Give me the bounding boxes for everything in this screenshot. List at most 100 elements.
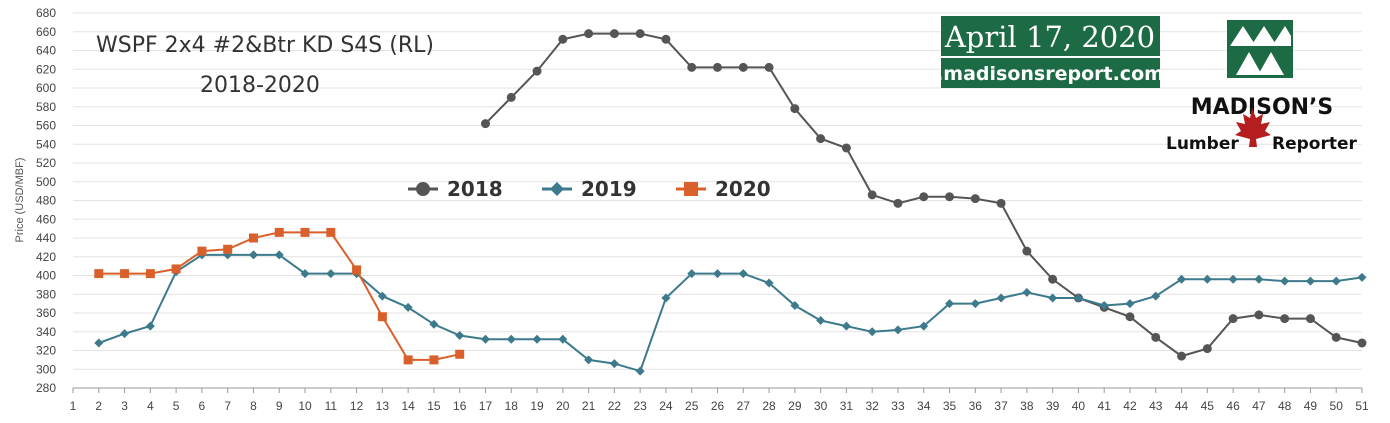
legend-label: 2018 [447, 177, 503, 201]
x-tick-label: 39 [1046, 399, 1060, 413]
data-point-2019 [816, 316, 826, 325]
brand-sub-lumber: Lumber [1166, 134, 1239, 154]
data-point-2018 [867, 190, 877, 200]
legend-item-2020: 2020 [676, 177, 771, 201]
x-tick-label: 22 [608, 399, 622, 413]
data-point-2020 [403, 355, 413, 365]
data-point-2018 [1228, 314, 1238, 324]
data-point-2019 [1151, 291, 1161, 301]
x-tick-label: 29 [788, 399, 802, 413]
x-tick-label: 43 [1149, 399, 1163, 413]
report-date: April 17, 2020 [944, 20, 1155, 54]
x-tick-label: 18 [505, 399, 519, 413]
legend-item-2019: 2019 [542, 177, 637, 201]
data-point-2020 [455, 349, 465, 359]
data-point-2020 [352, 265, 362, 275]
data-point-2018 [584, 29, 594, 39]
data-point-2019 [455, 331, 465, 340]
x-tick-label: 28 [762, 399, 776, 413]
x-tick-label: 3 [121, 399, 128, 413]
data-point-2018 [713, 62, 722, 72]
data-point-2018 [480, 119, 490, 129]
data-point-2018 [1022, 246, 1032, 256]
x-tick-label: 11 [325, 399, 338, 413]
data-point-2018 [661, 34, 671, 44]
data-point-2018 [558, 34, 568, 44]
data-point-2019 [919, 321, 929, 331]
data-point-2019 [532, 334, 542, 344]
x-tick-label: 50 [1330, 399, 1344, 413]
data-point-2019 [377, 291, 387, 301]
madisons-logo-icon [1227, 20, 1293, 78]
x-tick-label: 5 [173, 399, 180, 413]
y-axis-ticks: 280 300 320 340 360 380 400 420 440 460 480 500 520 5… [36, 6, 56, 395]
x-tick-label: 6 [199, 399, 206, 413]
brand-sub-reporter: Reporter [1272, 134, 1358, 154]
data-point-2019 [480, 334, 490, 344]
data-point-2019 [661, 293, 671, 303]
x-tick-label: 31 [840, 399, 854, 413]
data-point-2018 [1331, 332, 1341, 342]
data-point-2019 [403, 302, 413, 312]
y-tick-label: 300 [36, 362, 56, 376]
date-banner [941, 16, 1160, 56]
data-point-2019 [790, 301, 800, 310]
x-tick-label: 48 [1278, 399, 1292, 413]
x-tick-label: 8 [250, 399, 257, 413]
data-point-2018 [532, 66, 542, 76]
x-tick-label: 23 [633, 399, 647, 413]
x-tick-label: 34 [917, 399, 931, 413]
data-point-2019 [145, 321, 155, 331]
legend-label: 2020 [715, 177, 771, 201]
data-point-2019 [1254, 274, 1264, 284]
x-tick-label: 40 [1072, 399, 1086, 413]
data-point-2019 [764, 278, 774, 288]
data-point-2019 [558, 334, 568, 344]
data-point-2019 [1331, 276, 1341, 286]
data-point-2020 [300, 227, 310, 237]
y-tick-label: 680 [36, 6, 56, 20]
data-point-2018 [893, 198, 903, 208]
data-point-2018 [1151, 332, 1161, 342]
data-point-2018 [764, 62, 774, 72]
legend-label: 2019 [581, 177, 637, 201]
x-tick-label: 49 [1304, 399, 1318, 413]
data-point-2020 [223, 244, 233, 254]
x-tick-label: 36 [969, 399, 983, 413]
data-point-2018 [970, 194, 980, 204]
y-tick-label: 360 [36, 306, 56, 320]
series-2018 [480, 29, 1367, 361]
data-point-2019 [584, 355, 594, 365]
data-point-2019 [326, 269, 336, 279]
y-tick-label: 520 [36, 156, 56, 170]
data-point-2018 [1202, 344, 1212, 354]
x-tick-label: 10 [298, 399, 312, 413]
data-point-2018 [1305, 314, 1315, 324]
data-point-2019 [429, 319, 439, 329]
data-point-2020 [274, 227, 284, 237]
data-point-2018 [919, 192, 929, 202]
data-point-2019 [609, 359, 619, 369]
data-point-2020 [248, 233, 258, 243]
y-tick-label: 500 [36, 175, 56, 189]
legend-item-2018: 2018 [408, 177, 503, 201]
y-tick-label: 440 [36, 231, 56, 245]
data-point-2020 [326, 227, 336, 237]
x-tick-label: 41 [1098, 399, 1112, 413]
chart-subtitle: 2018-2020 [200, 73, 320, 98]
y-tick-label: 460 [36, 212, 56, 226]
x-tick-label: 14 [401, 399, 415, 413]
data-point-2018 [996, 198, 1006, 208]
y-axis-label: Price (USD/MBF) [14, 158, 26, 243]
chart-title: WSPF 2x4 #2&Btr KD S4S (RL) [96, 33, 434, 58]
data-point-2019 [274, 250, 284, 260]
data-point-2020 [145, 269, 155, 279]
y-tick-label: 380 [36, 287, 56, 301]
data-point-2019 [506, 334, 516, 344]
x-tick-label: 44 [1175, 399, 1189, 413]
data-point-2019 [1228, 274, 1238, 284]
x-tick-label: 37 [994, 399, 1008, 413]
data-point-2018 [841, 143, 851, 153]
data-point-2018 [687, 62, 697, 72]
series-layer [94, 29, 1367, 376]
